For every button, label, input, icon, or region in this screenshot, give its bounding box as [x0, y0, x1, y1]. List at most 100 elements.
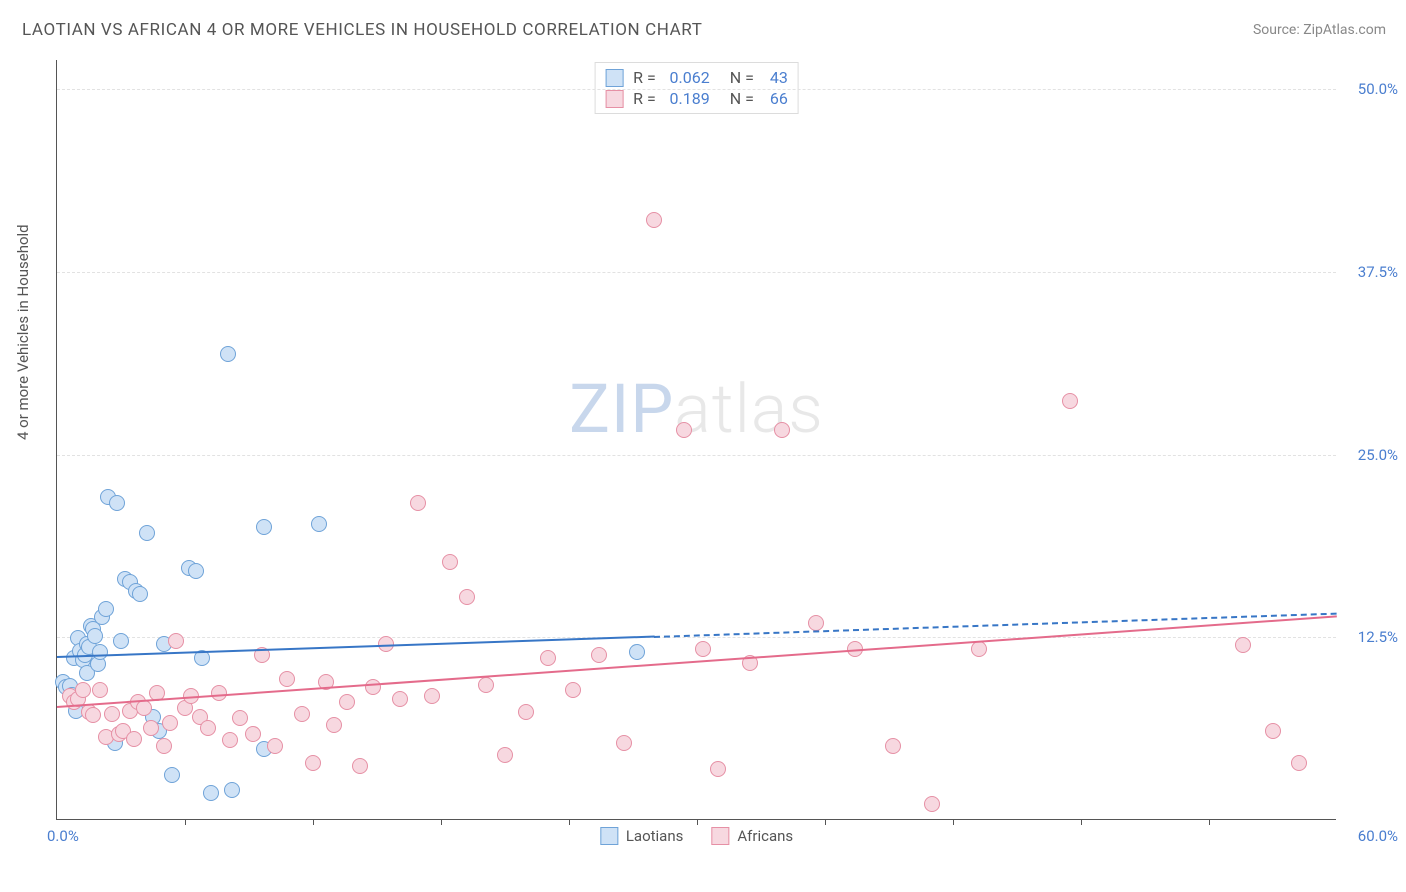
scatter-point [1265, 723, 1281, 739]
x-tick [825, 819, 826, 825]
scatter-point [540, 650, 556, 666]
stats-N-label: N = [730, 68, 754, 87]
scatter-point [279, 671, 295, 687]
scatter-plot-area: ZIPatlas R = 0.062 N = 43 R = 0.189 N = … [56, 60, 1336, 820]
scatter-point [885, 738, 901, 754]
scatter-point [267, 738, 283, 754]
scatter-point [565, 682, 581, 698]
stats-N-value: 43 [762, 68, 788, 87]
scatter-point [497, 747, 513, 763]
scatter-point [75, 682, 91, 698]
scatter-point [132, 586, 148, 602]
x-tick [441, 819, 442, 825]
scatter-point [392, 691, 408, 707]
x-tick [953, 819, 954, 825]
gridline [57, 89, 1336, 90]
scatter-point [245, 726, 261, 742]
trend-line [57, 636, 654, 658]
source-attribution: Source: ZipAtlas.com [1253, 22, 1386, 38]
chart-legend: Laotians Africans [600, 827, 793, 845]
scatter-point [305, 755, 321, 771]
scatter-point [924, 796, 940, 812]
swatch-africans [605, 90, 623, 108]
y-tick-label: 12.5% [1358, 628, 1398, 646]
trend-line [654, 612, 1337, 637]
scatter-point [339, 694, 355, 710]
scatter-point [616, 735, 632, 751]
stats-R-value: 0.189 [664, 89, 710, 108]
scatter-point [459, 589, 475, 605]
scatter-point [200, 720, 216, 736]
scatter-point [104, 706, 120, 722]
x-tick [569, 819, 570, 825]
scatter-point [113, 633, 129, 649]
x-axis-max-label: 60.0% [1358, 827, 1398, 845]
x-tick [697, 819, 698, 825]
stats-R-value: 0.062 [664, 68, 710, 87]
scatter-point [87, 628, 103, 644]
scatter-point [808, 615, 824, 631]
scatter-point [188, 563, 204, 579]
scatter-point [1235, 637, 1251, 653]
scatter-point [168, 633, 184, 649]
stats-N-label: N = [730, 89, 754, 108]
scatter-point [143, 720, 159, 736]
x-tick [313, 819, 314, 825]
x-tick [1081, 819, 1082, 825]
legend-item-laotians: Laotians [600, 827, 684, 845]
legend-label: Laotians [626, 827, 684, 845]
scatter-point [222, 732, 238, 748]
stats-row-laotians: R = 0.062 N = 43 [605, 67, 788, 88]
scatter-point [352, 758, 368, 774]
gridline [57, 272, 1336, 273]
correlation-stats-box: R = 0.062 N = 43 R = 0.189 N = 66 [594, 62, 799, 114]
x-tick [185, 819, 186, 825]
gridline [57, 637, 1336, 638]
scatter-point [478, 677, 494, 693]
scatter-point [109, 495, 125, 511]
legend-item-africans: Africans [711, 827, 793, 845]
scatter-point [139, 525, 155, 541]
stats-N-value: 66 [762, 89, 788, 108]
scatter-point [92, 682, 108, 698]
scatter-point [232, 710, 248, 726]
swatch-laotians [605, 69, 623, 87]
gridline [57, 455, 1336, 456]
x-tick [1209, 819, 1210, 825]
scatter-point [311, 516, 327, 532]
x-axis-min-label: 0.0% [47, 827, 79, 845]
trend-line [57, 615, 1337, 708]
scatter-point [629, 644, 645, 660]
scatter-point [224, 782, 240, 798]
y-tick-label: 37.5% [1358, 263, 1398, 281]
scatter-point [424, 688, 440, 704]
scatter-point [695, 641, 711, 657]
legend-swatch-africans [711, 827, 729, 845]
scatter-point [591, 647, 607, 663]
y-tick-label: 50.0% [1358, 80, 1398, 98]
legend-label: Africans [737, 827, 793, 845]
scatter-point [710, 761, 726, 777]
scatter-point [774, 422, 790, 438]
scatter-point [676, 422, 692, 438]
scatter-point [164, 767, 180, 783]
scatter-point [136, 700, 152, 716]
stats-row-africans: R = 0.189 N = 66 [605, 88, 788, 109]
chart-title: LAOTIAN VS AFRICAN 4 OR MORE VEHICLES IN… [22, 20, 702, 40]
scatter-point [203, 785, 219, 801]
scatter-point [365, 679, 381, 695]
scatter-point [646, 212, 662, 228]
stats-R-label: R = [633, 68, 656, 87]
scatter-point [518, 704, 534, 720]
scatter-point [92, 644, 108, 660]
watermark-atlas: atlas [674, 369, 824, 449]
scatter-point [126, 731, 142, 747]
scatter-point [1291, 755, 1307, 771]
watermark-zip: ZIP [569, 369, 674, 449]
scatter-point [162, 715, 178, 731]
scatter-point [410, 495, 426, 511]
scatter-point [85, 707, 101, 723]
scatter-point [971, 641, 987, 657]
scatter-point [294, 706, 310, 722]
scatter-point [256, 519, 272, 535]
